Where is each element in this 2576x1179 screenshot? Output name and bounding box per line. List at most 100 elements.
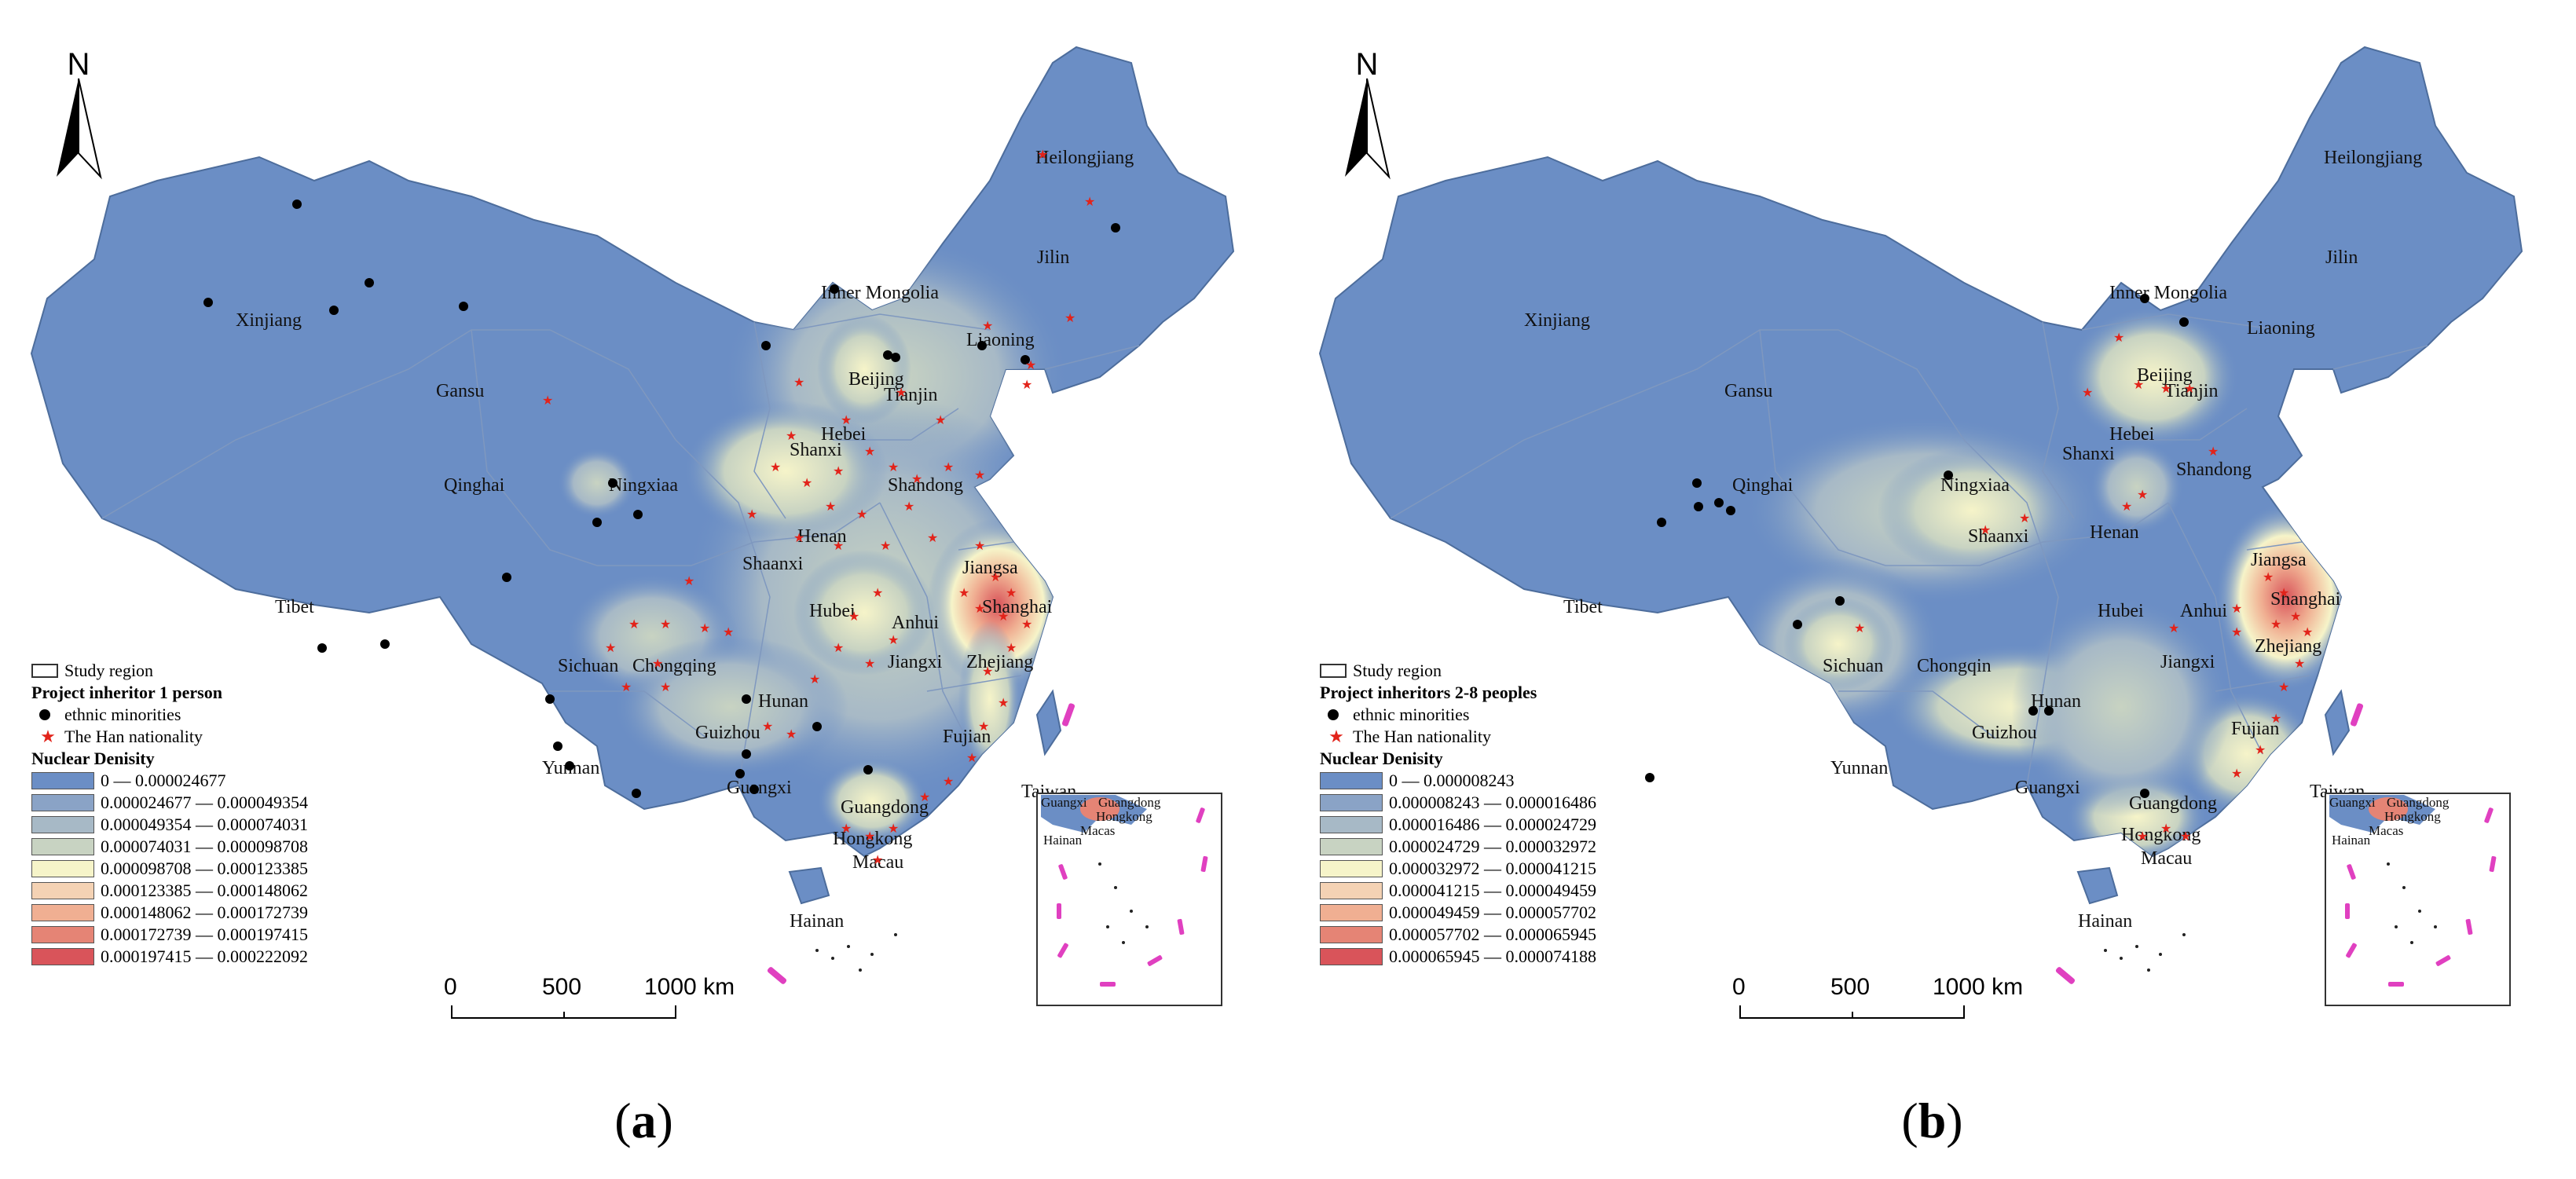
svg-text:★: ★ <box>1064 310 1075 325</box>
svg-text:Zhejiang: Zhejiang <box>2255 636 2321 657</box>
south-islands-b <box>2104 933 2186 972</box>
minority-dot-icon <box>39 709 50 720</box>
svg-text:★: ★ <box>864 444 875 459</box>
svg-text:Ningxiaa: Ningxiaa <box>609 475 678 496</box>
legend-a: Study region Project inheritor 1 person … <box>31 660 503 968</box>
svg-text:Henan: Henan <box>2090 522 2139 543</box>
svg-text:Jiangsa: Jiangsa <box>2251 550 2307 570</box>
svg-text:Shanxi: Shanxi <box>2062 444 2115 464</box>
svg-text:★: ★ <box>1037 147 1048 162</box>
han-star-icon: ★ <box>1328 727 1344 746</box>
svg-text:Jiangxi: Jiangxi <box>888 652 943 672</box>
svg-text:★: ★ <box>943 460 954 474</box>
minority-dot-icon <box>1328 709 1339 720</box>
svg-text:★: ★ <box>841 412 852 427</box>
svg-text:★: ★ <box>927 530 938 545</box>
svg-text:★: ★ <box>2121 499 2132 514</box>
inset-map-b: Guangxi Guangdong Hongkong Macas Hainan <box>2325 793 2511 1006</box>
province-labels-b: Xinjiang Gansu Qinghai Tibet Sichuan Cho… <box>1524 148 2422 932</box>
svg-text:★: ★ <box>982 318 993 333</box>
svg-text:Guangdong: Guangdong <box>1098 795 1161 810</box>
svg-text:★: ★ <box>864 829 875 844</box>
svg-text:★: ★ <box>2137 829 2148 844</box>
north-arrow-icon-a <box>57 78 102 180</box>
svg-text:★: ★ <box>2160 381 2171 396</box>
svg-text:★: ★ <box>935 412 946 427</box>
china-map-a: Xinjiang Gansu Qinghai Tibet Sichuan Cho… <box>30 46 1235 1019</box>
legend-density-title-a: Nuclear Denisity <box>31 749 155 768</box>
svg-text:★: ★ <box>966 750 977 765</box>
svg-text:★: ★ <box>943 774 954 789</box>
svg-text:★: ★ <box>974 538 985 553</box>
scale-mid-b: 500 <box>1830 974 1871 1000</box>
svg-text:★: ★ <box>833 463 844 478</box>
legend-symbol-title-b: Project inheritors 2-8 peoples <box>1320 683 1537 702</box>
svg-text:★: ★ <box>911 471 922 486</box>
svg-text:★: ★ <box>958 585 969 600</box>
svg-text:★: ★ <box>793 375 804 390</box>
svg-text:Guangxi: Guangxi <box>2329 795 2376 810</box>
svg-text:★: ★ <box>998 695 1009 710</box>
svg-text:★: ★ <box>974 601 985 616</box>
scale-bar-a <box>451 1005 676 1019</box>
svg-text:★: ★ <box>786 727 797 741</box>
svg-text:Chongqing: Chongqing <box>632 656 716 676</box>
han-points-b: ★★ ★ ★★★ ★★★ ★★ ★ ★★★ ★★★ ★★★ ★★★ ★★★ <box>1854 330 2313 844</box>
svg-text:★: ★ <box>542 393 553 408</box>
svg-text:★: ★ <box>809 672 820 687</box>
svg-text:Fujian: Fujian <box>2231 719 2279 739</box>
svg-text:Guangxi: Guangxi <box>727 778 792 798</box>
svg-text:Hongkong: Hongkong <box>2384 809 2441 824</box>
svg-text:★: ★ <box>825 499 836 514</box>
svg-text:Hongkong: Hongkong <box>2121 825 2200 845</box>
svg-text:★: ★ <box>2082 385 2093 400</box>
svg-text:Guangxi: Guangxi <box>2015 778 2080 798</box>
minority-points-a <box>203 200 1120 798</box>
svg-text:Hunan: Hunan <box>758 691 808 712</box>
svg-text:★: ★ <box>2133 377 2144 392</box>
svg-text:★: ★ <box>793 530 804 545</box>
svg-text:★: ★ <box>833 538 844 553</box>
svg-text:Guangxi: Guangxi <box>1041 795 1087 810</box>
svg-text:★: ★ <box>2208 444 2219 459</box>
svg-text:Tianjin: Tianjin <box>2164 381 2218 401</box>
north-arrow-icon-b <box>1345 78 1391 180</box>
svg-text:★: ★ <box>880 538 891 553</box>
svg-text:★: ★ <box>872 585 883 600</box>
svg-text:★: ★ <box>982 664 993 679</box>
south-islands-a <box>815 933 897 972</box>
svg-text:★: ★ <box>841 821 852 836</box>
svg-text:Macas: Macas <box>2369 823 2403 838</box>
svg-text:Hainan: Hainan <box>790 911 844 932</box>
scale-end-b: 1000 km <box>1933 974 2024 1000</box>
legend-symbol-title-a: Project inheritor 1 person <box>31 683 222 702</box>
svg-text:Guangdong: Guangdong <box>841 797 929 818</box>
svg-text:★: ★ <box>978 719 989 734</box>
svg-text:Anhui: Anhui <box>2180 601 2227 621</box>
svg-text:Hongkong: Hongkong <box>833 829 912 849</box>
svg-text:★: ★ <box>723 624 734 639</box>
svg-text:★: ★ <box>2278 585 2289 600</box>
svg-text:Liaoning: Liaoning <box>966 330 1035 350</box>
svg-text:★: ★ <box>848 609 859 624</box>
svg-text:★: ★ <box>903 499 914 514</box>
svg-text:Henan: Henan <box>797 526 847 547</box>
han-star-icon: ★ <box>40 727 56 746</box>
svg-text:★: ★ <box>864 656 875 671</box>
legend-b: Study region Project inheritors 2-8 peop… <box>1320 660 1791 968</box>
svg-text:Heilongjiang: Heilongjiang <box>2324 148 2422 168</box>
svg-text:Hainan: Hainan <box>2332 833 2371 848</box>
svg-text:★: ★ <box>2137 487 2148 502</box>
svg-text:Hainan: Hainan <box>1043 833 1083 848</box>
svg-text:Shanxi: Shanxi <box>790 440 842 460</box>
svg-text:★: ★ <box>2231 766 2242 781</box>
svg-text:★: ★ <box>2231 601 2242 616</box>
svg-text:★: ★ <box>2290 609 2301 624</box>
svg-text:★: ★ <box>919 789 930 804</box>
svg-text:★: ★ <box>888 632 899 647</box>
north-label-a: N <box>67 47 90 82</box>
north-label-b: N <box>1355 47 1379 82</box>
svg-text:Anhui: Anhui <box>892 613 939 633</box>
svg-text:★: ★ <box>605 640 616 655</box>
svg-text:★: ★ <box>888 460 899 474</box>
